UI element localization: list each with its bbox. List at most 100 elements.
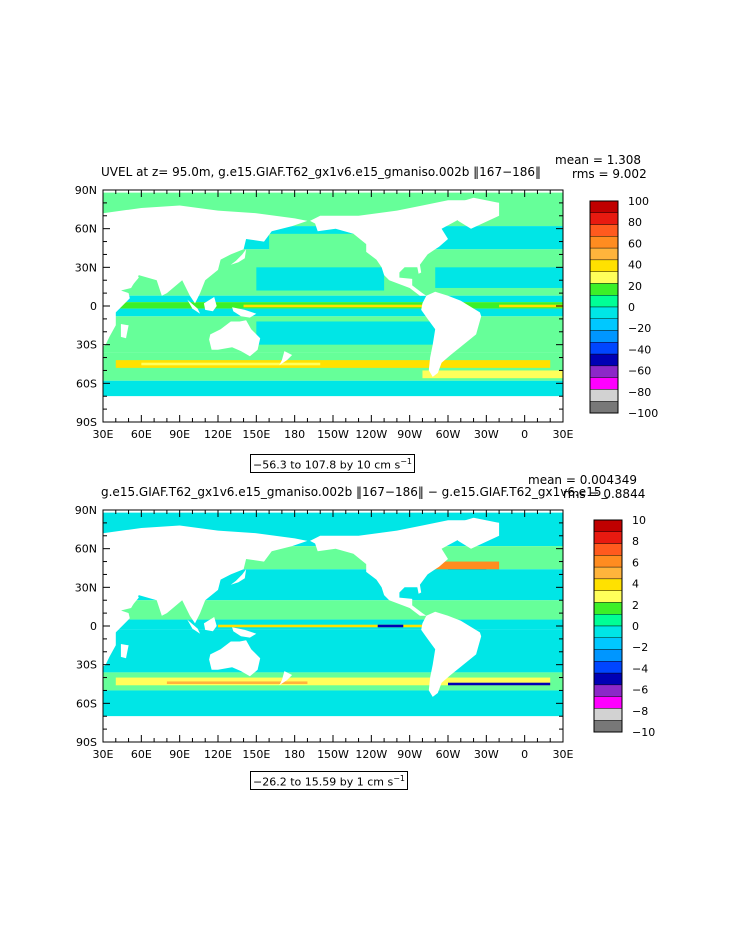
- colorbar-swatch: [589, 306, 619, 319]
- panel-1-range-unit-exp: −1: [400, 457, 413, 466]
- ocean-band: [269, 233, 372, 255]
- colorbar-swatch: [593, 555, 623, 568]
- lon-label: 90E: [169, 428, 190, 441]
- greenland: [448, 197, 500, 229]
- colorbar-label: −6: [632, 684, 648, 697]
- lon-label: 0: [521, 748, 528, 761]
- ocean-band: [422, 370, 563, 379]
- colorbar-label: 2: [632, 599, 639, 612]
- lat-label: 90S: [76, 416, 97, 429]
- lat-label: 30S: [76, 339, 97, 352]
- ocean-band: [103, 380, 563, 397]
- colorbar-swatch: [589, 365, 619, 378]
- lon-label: 60E: [131, 748, 152, 761]
- ocean-band: [103, 308, 563, 317]
- colorbar-swatch: [589, 259, 619, 272]
- colorbar-swatch: [593, 696, 623, 709]
- colorbar-label: 4: [632, 578, 639, 591]
- australia: [209, 640, 261, 677]
- colorbar-swatch: [593, 531, 623, 544]
- ocean-band: [243, 304, 436, 308]
- colorbar-label: 80: [628, 216, 642, 229]
- lon-label: 30W: [474, 748, 499, 761]
- ocean-band: [435, 267, 563, 288]
- ocean-band: [448, 682, 551, 686]
- lon-label: 150E: [242, 428, 270, 441]
- lon-label: 120E: [204, 428, 232, 441]
- colorbar-swatch: [589, 353, 619, 367]
- lat-label: 90S: [76, 736, 97, 749]
- ocean-band: [166, 681, 308, 684]
- lon-label: 30W: [474, 428, 499, 441]
- japan: [230, 569, 247, 585]
- panel-2-mean: mean = 0.004349: [528, 473, 637, 487]
- colorbar-label: 60: [628, 237, 642, 250]
- colorbar-swatch: [593, 684, 623, 697]
- colorbar-label: −100: [628, 407, 658, 420]
- lon-label: 60W: [436, 748, 461, 761]
- arabia-fill: [109, 267, 139, 291]
- colorbar-swatch: [593, 625, 623, 638]
- colorbar-label: 40: [628, 259, 642, 272]
- colorbar-label: −2: [632, 641, 648, 654]
- lat-label: 0: [90, 620, 97, 633]
- lat-label: 30S: [76, 659, 97, 672]
- ocean-band: [141, 362, 321, 366]
- colorbar-swatch: [589, 224, 619, 237]
- ocean-band: [377, 624, 404, 628]
- colorbar-swatch: [589, 271, 619, 284]
- lon-label: 90W: [397, 748, 422, 761]
- panel-1-range-text: −56.3 to 107.8 by 10 cm s: [253, 458, 401, 472]
- colorbar-swatch: [593, 649, 623, 662]
- lon-label: 150E: [242, 748, 270, 761]
- eurasia-africa: [103, 205, 308, 347]
- colorbar-swatch: [589, 212, 619, 225]
- indonesia-3: [232, 627, 257, 638]
- colorbar-label: −4: [632, 662, 648, 675]
- south-america: [421, 291, 482, 377]
- colorbar-label: 8: [632, 535, 639, 548]
- eurasia-africa: [103, 525, 308, 667]
- lat-label: 0: [90, 300, 97, 313]
- panel-2-title: g.e15.GIAF.T62_gx1v6.e15_gmaniso.002b ‖1…: [101, 485, 608, 499]
- ocean-band: [115, 677, 551, 686]
- north-america: [310, 200, 500, 296]
- lon-label: 90W: [397, 428, 422, 441]
- ocean-band: [103, 629, 563, 673]
- panel-1-colorbar: 100 80 60 40 20 0 −20 −40 −60 −80 −100: [589, 195, 658, 420]
- colorbar-label: −40: [628, 343, 651, 356]
- indonesia-3: [232, 307, 257, 318]
- south-america: [421, 611, 482, 697]
- colorbar-label: −80: [628, 386, 651, 399]
- colorbar-swatch: [589, 283, 619, 296]
- colorbar-frame: [589, 200, 619, 414]
- colorbar-frame: [593, 519, 623, 733]
- colorbar-swatch: [593, 708, 623, 721]
- greenland: [448, 517, 500, 549]
- colorbar-swatch: [593, 519, 623, 532]
- colorbar-swatch: [593, 543, 623, 556]
- lon-label: 180: [284, 748, 305, 761]
- colorbar-swatch: [589, 342, 619, 355]
- lon-label: 90E: [169, 748, 190, 761]
- ocean-band: [103, 295, 563, 303]
- colorbar-swatch: [589, 401, 619, 414]
- new-zealand: [279, 671, 293, 686]
- new-zealand: [279, 351, 293, 366]
- colorbar-label: 0: [632, 620, 639, 633]
- colorbar-swatch: [589, 295, 619, 308]
- colorbar-label: −20: [628, 322, 651, 335]
- panel-1-mean: mean = 1.308: [555, 153, 642, 167]
- ocean-band: [103, 600, 563, 620]
- australia: [209, 320, 261, 357]
- arabia-fill: [109, 587, 139, 611]
- colorbar-swatch: [589, 377, 619, 390]
- colorbar-swatch: [593, 672, 623, 686]
- lon-label: 180: [284, 428, 305, 441]
- ocean-band: [115, 360, 551, 368]
- madagascar: [120, 324, 129, 339]
- panel-1-range-box: −56.3 to 107.8 by 10 cm s−1: [250, 454, 416, 473]
